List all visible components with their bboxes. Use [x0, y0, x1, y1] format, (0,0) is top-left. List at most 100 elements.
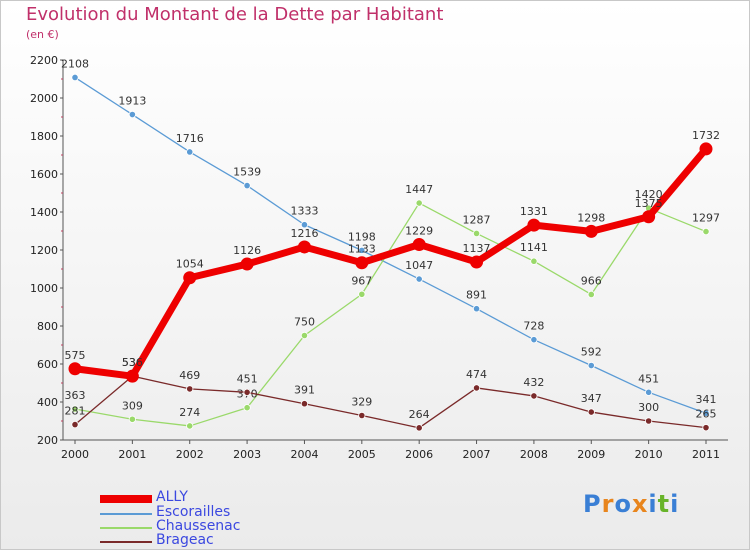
logo-letter: o [614, 490, 632, 518]
data-point-ally [125, 369, 139, 383]
logo-letter: i [670, 490, 680, 518]
data-point-ally [240, 257, 254, 271]
data-point-escorailles [587, 361, 595, 370]
data-point-chaussenac [587, 290, 595, 299]
series-line-escorailles [74, 76, 707, 414]
logo-letter: x [631, 490, 649, 518]
data-point-ally [355, 256, 369, 270]
y-tick-label: 2000 [30, 92, 58, 105]
data-point-brageac [645, 417, 653, 425]
data-label-ally: 1133 [348, 243, 376, 256]
x-tick-label: 2009 [577, 448, 605, 461]
data-label-chaussenac: 1420 [635, 188, 663, 201]
data-point-chaussenac [128, 415, 136, 423]
series-line-brageac [74, 375, 707, 429]
legend-swatch-chaussenac [100, 527, 152, 529]
data-label-chaussenac: 1447 [405, 183, 433, 196]
data-point-escorailles [243, 181, 251, 190]
data-point-chaussenac [358, 290, 366, 298]
legend-item-chaussenac: Chaussenac [100, 518, 320, 535]
data-label-ally: 536 [122, 356, 143, 369]
legend-swatch-ally [100, 495, 152, 503]
data-label-brageac: 329 [351, 395, 372, 408]
data-label-brageac: 432 [523, 376, 544, 389]
data-point-ally [699, 142, 713, 156]
legend-label-chaussenac: Chaussenac [156, 518, 241, 534]
data-label-brageac: 391 [294, 384, 315, 397]
x-tick-label: 2008 [520, 448, 548, 461]
data-label-ally: 1229 [405, 224, 433, 237]
y-tick-label: 1000 [30, 282, 58, 295]
data-label-ally: 1137 [463, 242, 491, 255]
legend-item-brageac: Brageac [100, 532, 320, 549]
series-line-ally [71, 145, 710, 380]
series-escorailles: 2108 1913 1716 1539 1333 1198 1047 891 728 592 451… [61, 57, 717, 417]
legend-label-ally: ALLY [156, 489, 188, 505]
series-ally: 575 536 1054 1126 1216 1133 1229 1137 1331 1298 13… [65, 129, 720, 383]
chart-subtitle: (en €) [26, 28, 59, 41]
legend-label-escorailles: Escorailles [156, 504, 231, 520]
data-point-chaussenac [243, 404, 251, 412]
y-tick-label: 1400 [30, 206, 58, 219]
logo-letter: t [657, 490, 671, 518]
data-point-ally [183, 271, 197, 285]
legend-label-brageac: Brageac [156, 532, 214, 548]
data-label-escorailles: 1913 [118, 95, 146, 108]
legend-item-escorailles: Escorailles [100, 504, 320, 521]
x-tick-label: 2010 [635, 448, 663, 461]
data-point-ally [297, 240, 311, 254]
data-point-escorailles [702, 409, 710, 417]
data-label-chaussenac: 309 [122, 399, 143, 412]
data-label-ally: 1331 [520, 205, 548, 218]
logo-letter: i [648, 490, 658, 518]
data-label-chaussenac: 274 [179, 406, 200, 419]
data-point-chaussenac [71, 405, 79, 413]
x-tick-label: 2005 [348, 448, 376, 461]
y-tick-label: 2200 [30, 54, 58, 67]
data-point-brageac [243, 388, 251, 396]
data-label-ally: 1126 [233, 244, 261, 257]
data-point-brageac [472, 384, 481, 392]
data-point-escorailles [645, 388, 653, 396]
x-tick-label: 2006 [405, 448, 433, 461]
y-tick-label: 1200 [30, 244, 58, 257]
data-point-brageac [300, 400, 309, 408]
data-point-escorailles [415, 275, 423, 283]
x-tick-label: 2000 [61, 448, 89, 461]
data-label-chaussenac: 966 [581, 274, 602, 287]
proxiti-logo: Proxiti [583, 490, 679, 518]
data-label-brageac: 264 [409, 408, 430, 421]
data-point-brageac [702, 424, 710, 432]
data-label-chaussenac: 1141 [520, 241, 548, 254]
data-label-brageac: 474 [466, 368, 487, 381]
data-point-chaussenac [300, 331, 309, 340]
data-label-ally: 1298 [577, 211, 605, 224]
data-point-brageac [186, 385, 194, 393]
data-point-ally [642, 210, 656, 224]
x-tick-label: 2002 [176, 448, 204, 461]
data-label-escorailles: 891 [466, 289, 487, 302]
data-point-ally [527, 218, 541, 232]
data-label-escorailles: 1716 [176, 132, 204, 145]
data-label-ally: 575 [65, 349, 86, 362]
data-point-escorailles [358, 246, 366, 254]
y-tick-label: 1800 [30, 130, 58, 143]
y-tick-label: 400 [37, 396, 58, 409]
data-point-ally [470, 255, 484, 269]
data-label-escorailles: 1198 [348, 230, 376, 243]
series-brageac: 281 536 469 451 391 329 264 474 432 347 300 265 [65, 356, 717, 432]
x-tick-label: 2001 [118, 448, 146, 461]
logo-letter: P [583, 490, 602, 518]
data-point-brageac [71, 421, 79, 429]
data-point-escorailles [472, 305, 481, 313]
data-label-escorailles: 1333 [290, 205, 318, 218]
data-label-ally: 1732 [692, 129, 720, 142]
data-point-escorailles [530, 336, 538, 344]
y-tick-label: 800 [37, 320, 58, 333]
chart-title: Evolution du Montant de la Dette par Hab… [26, 4, 444, 25]
data-point-ally [412, 237, 426, 251]
data-label-escorailles: 341 [696, 393, 717, 406]
data-point-ally [68, 362, 82, 376]
data-point-chaussenac [415, 199, 423, 207]
